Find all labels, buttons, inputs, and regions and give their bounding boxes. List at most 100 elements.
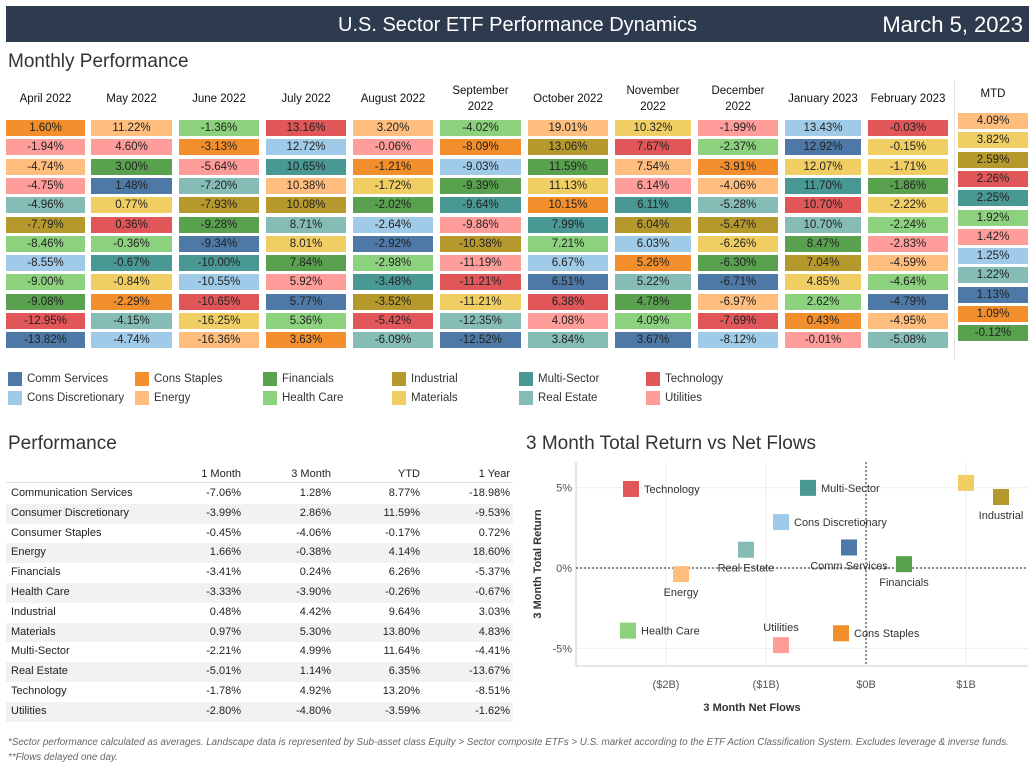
- monthly-cell: -9.34%: [179, 235, 259, 252]
- table-cell: 3.03%: [478, 605, 510, 618]
- table-row: Utilities -2.80% -4.80% -3.59% -1.62%: [6, 701, 513, 722]
- monthly-cell: -1.72%: [353, 177, 433, 194]
- month-header-line: November: [626, 85, 680, 97]
- table-row-sector: Financials: [11, 566, 61, 579]
- month-header-line: 2022: [640, 101, 666, 113]
- scatter-point-label: Real Estate: [718, 563, 775, 575]
- monthly-cell: -4.95%: [868, 313, 948, 329]
- table-row: Consumer Staples -0.45% -4.06% -0.17% 0.72%: [6, 524, 513, 544]
- table-row-sector: Consumer Discretionary: [11, 506, 129, 519]
- table-cell: -5.01%: [206, 665, 241, 678]
- monthly-cell: 11.13%: [528, 177, 608, 194]
- scatter-title: 3 Month Total Return vs Net Flows: [526, 433, 817, 454]
- monthly-cell: 1.09%: [958, 306, 1028, 322]
- month-header-line: October 2022: [533, 93, 603, 105]
- monthly-cell: -1.99%: [698, 120, 778, 136]
- table-cell: 11.64%: [383, 645, 421, 658]
- table-cell: 4.92%: [299, 685, 331, 697]
- table-cell: -2.80%: [206, 704, 241, 717]
- month-header-line: January 2023: [788, 93, 858, 105]
- table-cell: 6.26%: [388, 566, 420, 579]
- monthly-cell: 1.25%: [958, 248, 1028, 265]
- month-header-line: June 2022: [192, 93, 246, 105]
- monthly-cell: -4.74%: [91, 332, 172, 349]
- table-cell: 9.64%: [388, 605, 420, 618]
- monthly-cell: 11.59%: [528, 158, 608, 175]
- table-row-sector: Technology: [11, 685, 67, 697]
- table-cell: -2.21%: [206, 645, 241, 658]
- monthly-cell: -6.09%: [353, 332, 433, 349]
- scatter-point-label: Utilities: [763, 622, 799, 634]
- scatter-point: [773, 514, 789, 531]
- table-row: Financials -3.41% 0.24% 6.26% -5.37%: [6, 563, 513, 583]
- scatter-point-label: Cons Staples: [854, 628, 920, 640]
- month-header-line: May 2022: [106, 93, 157, 105]
- legend-swatch: [392, 372, 406, 386]
- table-cell: -3.41%: [206, 566, 241, 579]
- monthly-cell: -9.00%: [6, 274, 85, 291]
- monthly-cell: -1.94%: [6, 139, 85, 156]
- month-header: October 2022: [528, 91, 608, 107]
- month-header: January 2023: [785, 91, 861, 107]
- monthly-cell: -16.36%: [179, 332, 259, 349]
- dashboard-title: U.S. Sector ETF Performance Dynamics: [338, 14, 697, 36]
- monthly-cell: 13.16%: [266, 120, 346, 136]
- monthly-performance-title: Monthly Performance: [8, 51, 189, 72]
- table-row-sector: Communication Services: [11, 487, 133, 499]
- monthly-cell: 1.13%: [958, 286, 1028, 303]
- table-row-sector: Energy: [11, 546, 46, 559]
- monthly-cell: -9.03%: [440, 158, 521, 175]
- scatter-point-label: Comm Services: [810, 560, 888, 572]
- monthly-cell: 4.09%: [615, 313, 691, 329]
- table-cell: -0.67%: [475, 586, 510, 598]
- legend-swatch: [135, 391, 149, 405]
- monthly-cell: 10.65%: [266, 158, 346, 175]
- table-cell: -4.06%: [296, 526, 331, 539]
- legend-label: Cons Discretionary: [27, 392, 125, 404]
- table-cell: -4.80%: [296, 704, 331, 717]
- monthly-cell: 0.43%: [785, 313, 861, 329]
- x-tick-label: $1B: [956, 679, 976, 691]
- table-cell: -13.67%: [469, 665, 510, 678]
- monthly-cell: -8.09%: [440, 139, 521, 156]
- monthly-cell: 0.36%: [91, 216, 172, 233]
- monthly-cell: 6.14%: [615, 177, 691, 194]
- monthly-cell: 3.20%: [353, 120, 433, 136]
- monthly-cell: -9.39%: [440, 177, 521, 194]
- table-cell: -9.53%: [475, 506, 510, 519]
- monthly-cell: 19.01%: [528, 120, 608, 136]
- monthly-cell: 6.51%: [528, 274, 608, 291]
- monthly-cell: -11.19%: [440, 255, 521, 272]
- table-cell: 0.48%: [209, 605, 241, 618]
- monthly-cell: 3.00%: [91, 158, 172, 175]
- monthly-cell: -0.15%: [868, 139, 948, 156]
- monthly-cell: 6.11%: [615, 197, 691, 214]
- monthly-cell: 10.38%: [266, 177, 346, 194]
- monthly-cell: -9.86%: [440, 216, 521, 233]
- table-cell: 4.14%: [388, 546, 420, 559]
- monthly-cell: -8.12%: [698, 332, 778, 349]
- scatter-point: [833, 625, 849, 642]
- monthly-cell: -4.96%: [6, 197, 85, 214]
- table-cell: 0.97%: [209, 625, 241, 638]
- legend-swatch: [519, 391, 533, 405]
- monthly-cell: -2.64%: [353, 216, 433, 233]
- scatter-point: [620, 622, 636, 639]
- monthly-cell: -0.01%: [785, 332, 861, 349]
- legend-swatch: [519, 372, 533, 386]
- month-header-line: September: [452, 85, 509, 97]
- table-cell: -18.98%: [469, 487, 510, 499]
- table-cell: 18.60%: [472, 546, 510, 559]
- table-row: Consumer Discretionary -3.99% 2.86% 11.59% -…: [6, 503, 513, 524]
- monthly-cell: -2.92%: [353, 235, 433, 252]
- month-header: December 2022: [698, 83, 778, 115]
- monthly-cell: -5.28%: [698, 197, 778, 214]
- scatter-chart: ($2B) ($1B) $0B $1B 5% 0% -5% 3 Month Net Flows…: [532, 462, 1028, 714]
- legend-label: Industrial: [411, 373, 458, 385]
- monthly-cell: 4.78%: [615, 293, 691, 310]
- monthly-cell: 13.43%: [785, 120, 861, 136]
- table-cell: -4.41%: [475, 645, 510, 658]
- month-header: June 2022: [179, 91, 259, 107]
- table-cell: 4.99%: [299, 645, 331, 658]
- monthly-cell: 6.04%: [615, 216, 691, 233]
